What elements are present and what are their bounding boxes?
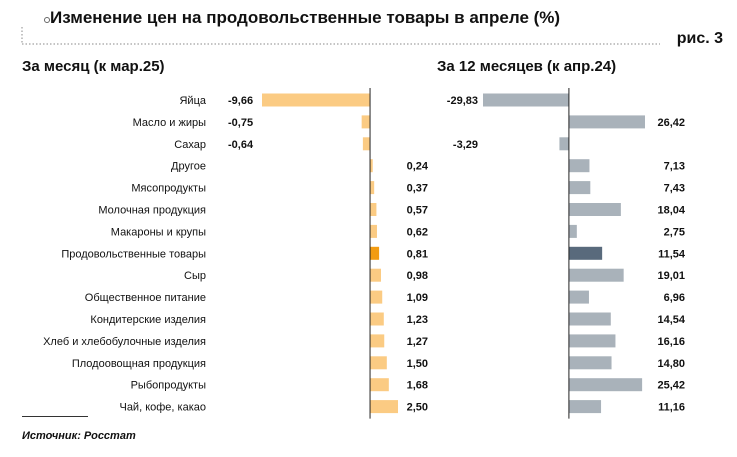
right-bar: [568, 312, 611, 326]
left-bar: [370, 246, 380, 260]
left-data-label: 0,37: [407, 183, 428, 195]
source-divider: [22, 416, 88, 417]
left-bar: [370, 290, 383, 304]
right-data-label: 11,16: [658, 402, 685, 414]
left-data-label: 2,50: [407, 402, 428, 414]
category-label: Продовольственные товары: [61, 248, 206, 260]
left-data-label: 0,62: [407, 226, 428, 238]
left-bar: [370, 181, 375, 195]
left-data-label: 0,24: [407, 161, 429, 173]
left-bar: [361, 115, 371, 129]
left-bar: [370, 334, 385, 348]
left-bar: [370, 356, 387, 370]
category-label: Хлеб и хлебобулочные изделия: [43, 336, 206, 348]
left-data-label: -9,66: [228, 95, 253, 107]
category-label: Яйца: [179, 95, 206, 107]
left-data-label: 1,23: [407, 314, 428, 326]
category-label: Сыр: [184, 270, 206, 282]
left-panel-title: За месяц (к мар.25): [22, 58, 165, 75]
left-data-label: 0,98: [407, 270, 428, 282]
category-label: Сахар: [174, 139, 206, 151]
right-bar: [568, 268, 624, 282]
category-label: Мясопродукты: [131, 183, 206, 195]
right-data-label: 7,43: [664, 183, 685, 195]
left-data-label: 0,81: [407, 248, 428, 260]
left-data-label: 1,68: [407, 380, 428, 392]
right-bar: [568, 356, 612, 370]
right-data-label: 7,13: [664, 161, 685, 173]
right-bar: [568, 334, 616, 348]
right-data-label: 2,75: [664, 226, 685, 238]
right-bar: [568, 115, 645, 129]
right-data-label: 18,04: [657, 205, 685, 217]
right-bar: [568, 378, 643, 392]
right-data-label: -3,29: [453, 139, 478, 151]
category-label: Макароны и крупы: [111, 226, 206, 238]
left-bar: [370, 400, 398, 414]
category-label: Другое: [171, 161, 206, 173]
chart-title: Изменение цен на продовольственные товар…: [50, 8, 561, 27]
left-data-label: 1,50: [407, 358, 428, 370]
right-bar: [483, 93, 569, 107]
right-bar: [568, 290, 589, 304]
category-label: Чай, кофе, какао: [119, 402, 206, 414]
right-data-label: 11,54: [658, 248, 686, 260]
left-bar: [370, 203, 377, 216]
right-bar: [568, 400, 602, 414]
left-data-label: 1,09: [407, 292, 428, 304]
left-bar: [362, 137, 371, 151]
right-data-label: 25,42: [657, 380, 685, 392]
left-bar: [370, 159, 373, 173]
right-data-label: 14,80: [657, 358, 685, 370]
left-bar: [262, 93, 371, 107]
left-bar: [370, 268, 381, 282]
left-data-label: 0,57: [407, 205, 428, 217]
category-label: Кондитерские изделия: [90, 314, 206, 326]
left-data-label: 1,27: [407, 336, 428, 348]
right-data-label: 19,01: [657, 270, 685, 282]
right-data-label: 16,16: [657, 336, 685, 348]
left-bar: [370, 378, 389, 392]
category-label: Молочная продукция: [98, 205, 206, 217]
category-label: Рыбопродукты: [131, 380, 207, 392]
left-bar: [370, 312, 384, 326]
right-data-label: -29,83: [447, 95, 478, 107]
right-bar: [559, 137, 569, 151]
left-data-label: -0,75: [228, 117, 253, 129]
right-bar: [568, 246, 603, 260]
right-bar: [568, 203, 621, 216]
right-panel-title: За 12 месяцев (к апр.24): [437, 58, 617, 75]
title-marker-icon: [44, 17, 50, 23]
right-data-label: 6,96: [664, 292, 685, 304]
category-label: Плодоовощная продукция: [72, 358, 206, 370]
right-bar: [568, 181, 591, 195]
category-label: Масло и жиры: [133, 117, 206, 129]
left-bar: [370, 224, 377, 238]
figure-label: рис. 3: [676, 30, 723, 47]
right-data-label: 14,54: [657, 314, 685, 326]
source-note: Источник: Росстат: [22, 430, 136, 442]
right-bar: [568, 159, 590, 173]
left-data-label: -0,64: [228, 139, 254, 151]
category-label: Общественное питание: [85, 292, 206, 304]
right-data-label: 26,42: [657, 117, 685, 129]
right-bar: [568, 224, 577, 238]
